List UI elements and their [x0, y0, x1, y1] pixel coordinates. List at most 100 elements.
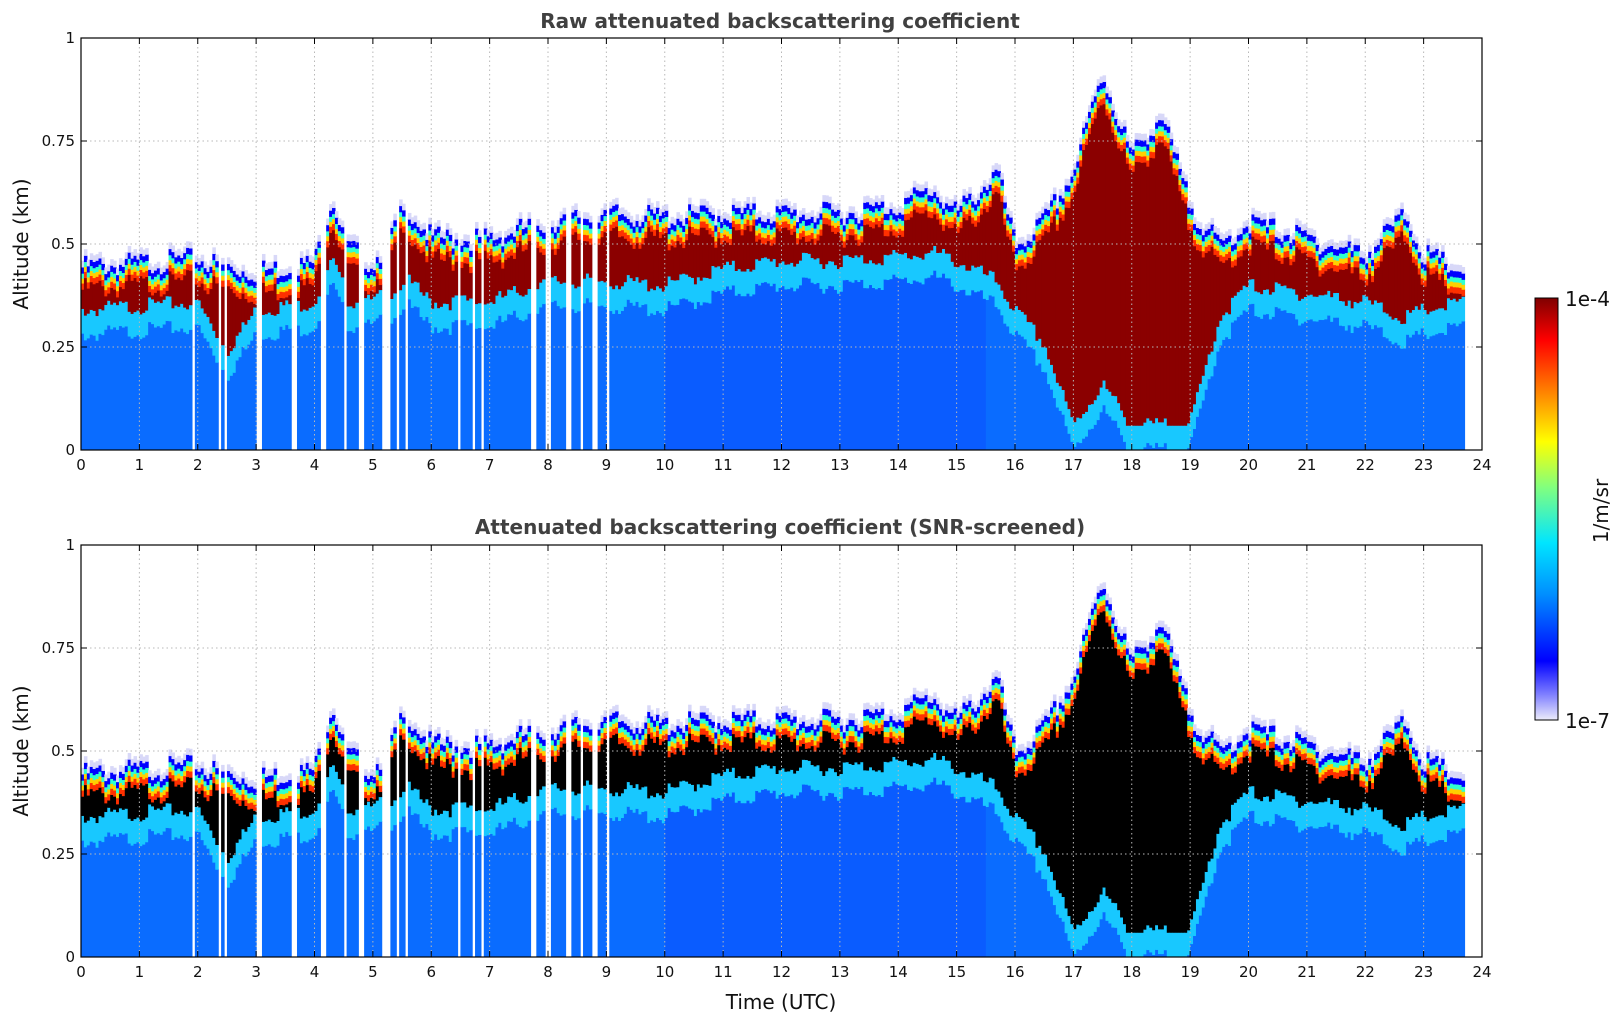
- heatmap-column: [924, 688, 929, 957]
- x-tick-label: 3: [251, 963, 261, 981]
- heatmap-column: [200, 761, 205, 957]
- heatmap-column: [197, 258, 202, 450]
- heatmap-column: [1321, 751, 1325, 957]
- heatmap-column: [912, 687, 917, 957]
- heatmap-column: [655, 201, 660, 450]
- heatmap-column: [737, 201, 742, 450]
- heatmap-column: [369, 769, 374, 957]
- heatmap-column: [1181, 678, 1185, 958]
- x-tick-label: 2: [193, 456, 203, 474]
- heatmap-column: [869, 705, 873, 957]
- heatmap-column: [162, 772, 167, 957]
- heatmap-column: [489, 226, 494, 450]
- heatmap-column: [1315, 238, 1320, 450]
- y-tick-label: 0.5: [51, 742, 75, 760]
- heatmap-column: [772, 214, 777, 450]
- heatmap-column: [148, 770, 152, 957]
- heatmap-column: [583, 719, 587, 957]
- heatmap-column: [1289, 236, 1293, 450]
- heatmap-column: [985, 690, 990, 957]
- heatmap-column: [936, 697, 940, 957]
- heatmap-column: [428, 724, 432, 957]
- heatmap-column: [1122, 626, 1127, 957]
- heatmap-column: [510, 226, 514, 450]
- heatmap-column: [968, 694, 972, 957]
- heatmap-column: [419, 731, 424, 957]
- heatmap-column: [445, 730, 450, 957]
- heatmap-column: [1187, 708, 1191, 957]
- heatmap-column: [1336, 749, 1340, 957]
- heatmap-column: [1058, 188, 1063, 450]
- heatmap-column: [1251, 714, 1255, 957]
- heatmap-column: [1064, 178, 1069, 450]
- heatmap-column: [498, 737, 502, 957]
- heatmap-column: [1198, 222, 1203, 450]
- heatmap-column: [437, 727, 441, 957]
- heatmap-column: [156, 768, 161, 957]
- heatmap-column: [177, 755, 181, 957]
- heatmap-column: [428, 217, 432, 450]
- heatmap-column: [959, 199, 964, 450]
- heatmap-column: [1461, 774, 1466, 957]
- heatmap-column: [1070, 170, 1074, 450]
- y-tick-label: 0.25: [42, 845, 75, 863]
- heatmap-column: [434, 222, 438, 450]
- heatmap-column: [1239, 227, 1244, 450]
- heatmap-column: [469, 244, 473, 450]
- heatmap-column: [1035, 212, 1039, 450]
- x-tick-label: 15: [947, 963, 966, 981]
- x-tick-label: 5: [368, 456, 378, 474]
- heatmap-column: [755, 212, 759, 450]
- heatmap-column: [1423, 764, 1428, 957]
- colorbar-gradient: [1534, 297, 1559, 721]
- heatmap-column: [1190, 708, 1194, 957]
- heatmap-column: [393, 720, 397, 957]
- heatmap-column: [991, 165, 996, 450]
- x-tick-label: 1: [135, 963, 145, 981]
- heatmap-column: [89, 253, 94, 450]
- heatmap-column: [250, 779, 254, 957]
- heatmap-column: [1090, 602, 1095, 957]
- heatmap-column: [355, 742, 359, 957]
- heatmap-column: [469, 751, 473, 957]
- heatmap-column: [279, 269, 283, 450]
- heatmap-column: [153, 770, 158, 957]
- heatmap-column: [1131, 142, 1136, 451]
- heatmap-column: [1055, 708, 1060, 957]
- heatmap-column: [816, 718, 821, 957]
- heatmap-column: [1374, 747, 1378, 957]
- heatmap-column: [1050, 193, 1054, 450]
- heatmap-column: [1365, 256, 1369, 450]
- heatmap-column: [1155, 115, 1159, 450]
- heatmap-column: [784, 705, 788, 957]
- heatmap-column: [1090, 95, 1095, 450]
- heatmap-column: [609, 201, 613, 450]
- heatmap-column: [1160, 113, 1165, 450]
- x-tick-label: 14: [889, 456, 908, 474]
- heatmap-column: [393, 213, 397, 450]
- heatmap-column: [267, 769, 272, 957]
- heatmap-column: [1195, 728, 1200, 957]
- heatmap-column: [702, 705, 707, 957]
- heatmap-column: [1254, 210, 1258, 450]
- heatmap-column: [1242, 728, 1247, 957]
- heatmap-column: [1260, 213, 1264, 450]
- heatmap-column: [1134, 640, 1139, 958]
- x-tick-label: 21: [1297, 456, 1316, 474]
- heatmap-column: [253, 782, 257, 957]
- heatmap-column: [95, 254, 100, 450]
- heatmap-column: [1292, 739, 1296, 957]
- heatmap-column: [775, 706, 780, 957]
- heatmap-column: [1286, 228, 1290, 450]
- heatmap-column: [1327, 240, 1331, 450]
- heatmap-column: [1347, 234, 1352, 450]
- heatmap-column: [559, 718, 564, 957]
- heatmap-column: [705, 201, 710, 450]
- heatmap-column: [737, 708, 742, 957]
- heatmap-column: [110, 259, 114, 450]
- heatmap-column: [1178, 669, 1182, 958]
- heatmap-column: [550, 220, 555, 450]
- heatmap-column: [979, 185, 984, 450]
- heatmap-column: [597, 215, 602, 450]
- heatmap-column: [577, 717, 581, 957]
